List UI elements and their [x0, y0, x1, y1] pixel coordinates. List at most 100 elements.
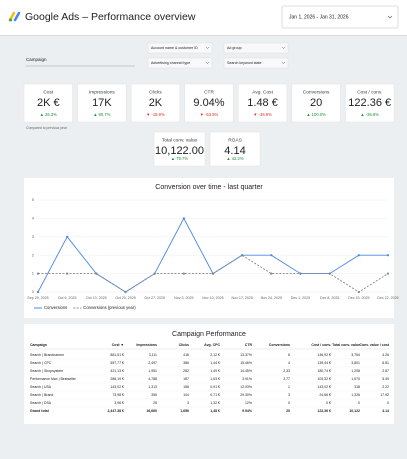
- filter-dropdown[interactable]: [147, 42, 213, 54]
- table-cell: 13.37%: [240, 353, 252, 357]
- table-cell: 4: [288, 361, 290, 365]
- table-cell: 3,801: [351, 361, 360, 365]
- table-cell: Search | CPC: [30, 361, 52, 365]
- table-cell: 0: [387, 401, 389, 405]
- table-cell: 0: [288, 401, 290, 405]
- x-tick-label: Nov 24, 2025: [261, 296, 282, 300]
- table-cell: 1,313: [148, 385, 157, 389]
- table-cell: 2,12 €: [210, 353, 220, 357]
- kpi-card: [238, 83, 288, 123]
- column-header: Total conv. value: [332, 343, 360, 347]
- table-cell: 12%: [245, 401, 252, 405]
- column-header: Avg. CPC: [204, 343, 220, 347]
- table-cell: 1,326: [351, 393, 360, 397]
- column-header: Campaign: [30, 343, 47, 347]
- table-cell: 2,33: [283, 369, 290, 373]
- total-cell: 1,656: [180, 409, 189, 413]
- table-cell: Performance Max | Bestseller: [30, 377, 77, 381]
- x-tick-label: Dec 22, 2025: [377, 296, 398, 300]
- column-header: Conv. value / cost: [360, 343, 390, 347]
- table-cell: 881,51 €: [110, 353, 124, 357]
- table-cell: 286,19 €: [110, 377, 124, 381]
- date-picker[interactable]: [281, 5, 399, 29]
- data-point: [36, 290, 40, 294]
- kpi-card: [23, 83, 73, 123]
- kpi-value: 10,122.00: [155, 145, 204, 157]
- total-cell: Grand total: [30, 409, 49, 413]
- x-tick-label: Nov 10, 2025: [202, 296, 223, 300]
- filter-dropdown[interactable]: [147, 57, 213, 69]
- y-tick-label: 2: [32, 252, 35, 257]
- data-point: [386, 254, 390, 257]
- data-point: [357, 254, 360, 257]
- table-cell: 14.45%: [240, 369, 252, 373]
- filter-dropdown[interactable]: [223, 42, 289, 54]
- table-cell: 2.87: [382, 369, 389, 373]
- kpi-change: ▲ -36.8%: [360, 112, 379, 117]
- kpi-card: [130, 83, 180, 123]
- total-cell: 4.14: [382, 409, 389, 413]
- table-cell: 0 €: [326, 401, 331, 405]
- x-tick-label: Oct 6, 2025: [58, 296, 77, 300]
- table-cell: 1,570: [351, 377, 360, 381]
- kpi-label: Impressions: [89, 89, 115, 95]
- column-header: Conversions: [269, 343, 290, 347]
- table-cell: 282: [183, 369, 189, 373]
- kpi-change: ▼ -15.9%: [146, 112, 165, 117]
- table-cell: 2.22: [382, 385, 389, 389]
- data-point: [66, 235, 69, 238]
- total-cell: 122,36 €: [317, 409, 331, 413]
- table-cell: 12.03%: [240, 385, 252, 389]
- table-cell: 5.49: [382, 377, 389, 381]
- kpi-change: ▲ 100.0%: [306, 112, 326, 117]
- x-tick-label: Oct 27, 2025: [144, 296, 165, 300]
- kpi-change: ▲ 26.3%: [40, 112, 57, 117]
- table-cell: 143,02 €: [317, 385, 331, 389]
- kpi-card: [184, 83, 234, 123]
- total-cell: 16,660: [146, 409, 157, 413]
- dropdown-arrow: [387, 15, 393, 19]
- table-cell: 15.46%: [240, 361, 252, 365]
- column-header: Cost ▼: [112, 343, 124, 347]
- kpi-value: 1.48 €: [247, 97, 278, 109]
- table-cell: 4,788: [148, 377, 157, 381]
- filter-text: Account name & customer ID: [151, 46, 198, 50]
- date-range: Jan 1, 2026 - Jan 31, 2026: [289, 14, 349, 20]
- table-cell: 355: [151, 393, 157, 397]
- total-cell: 9.94%: [242, 409, 253, 413]
- table-panel: [24, 324, 394, 424]
- y-tick-label: 5: [32, 197, 35, 202]
- y-tick-label: 1: [32, 271, 35, 276]
- x-tick-label: Nov 3, 2025: [174, 296, 193, 300]
- table-cell: Search | Shopsystem: [30, 369, 63, 373]
- table-cell: 104: [183, 393, 189, 397]
- filter-dropdown[interactable]: [223, 57, 289, 69]
- dropdown-arrow: [281, 46, 286, 49]
- table-cell: 6: [288, 353, 290, 357]
- kpi-change: ▲ 80.7%: [93, 112, 110, 117]
- table-cell: 1,49 €: [210, 369, 220, 373]
- table-cell: 386: [183, 361, 189, 365]
- kpi-change: ▲ 79.7%: [171, 156, 188, 161]
- logo: [8, 11, 21, 22]
- table-cell: Search | USA: [30, 385, 52, 389]
- table-title: Campaign Performance: [172, 331, 246, 338]
- table-cell: 6.81: [382, 361, 389, 365]
- filter-text: Ad group: [227, 46, 242, 50]
- table-cell: 25: [153, 401, 157, 405]
- table-cell: 3,96 €: [114, 401, 124, 405]
- table-cell: 2,77: [283, 377, 290, 381]
- column-header: Impressions: [136, 343, 157, 347]
- kpi-label: ROAS: [228, 137, 242, 143]
- chart-title: Conversion over time - last quarter: [155, 184, 263, 191]
- kpi-card: [77, 83, 127, 123]
- kpi-card: [345, 83, 395, 123]
- column-header: CTR: [245, 343, 253, 347]
- data-point: [386, 272, 390, 275]
- table-cell: 103,32 €: [317, 377, 331, 381]
- kpi-value: 20: [310, 97, 322, 109]
- data-point: [66, 272, 69, 275]
- kpi-change: ▼ -36.9%: [253, 112, 272, 117]
- x-tick-label: Dec 15, 2025: [348, 296, 369, 300]
